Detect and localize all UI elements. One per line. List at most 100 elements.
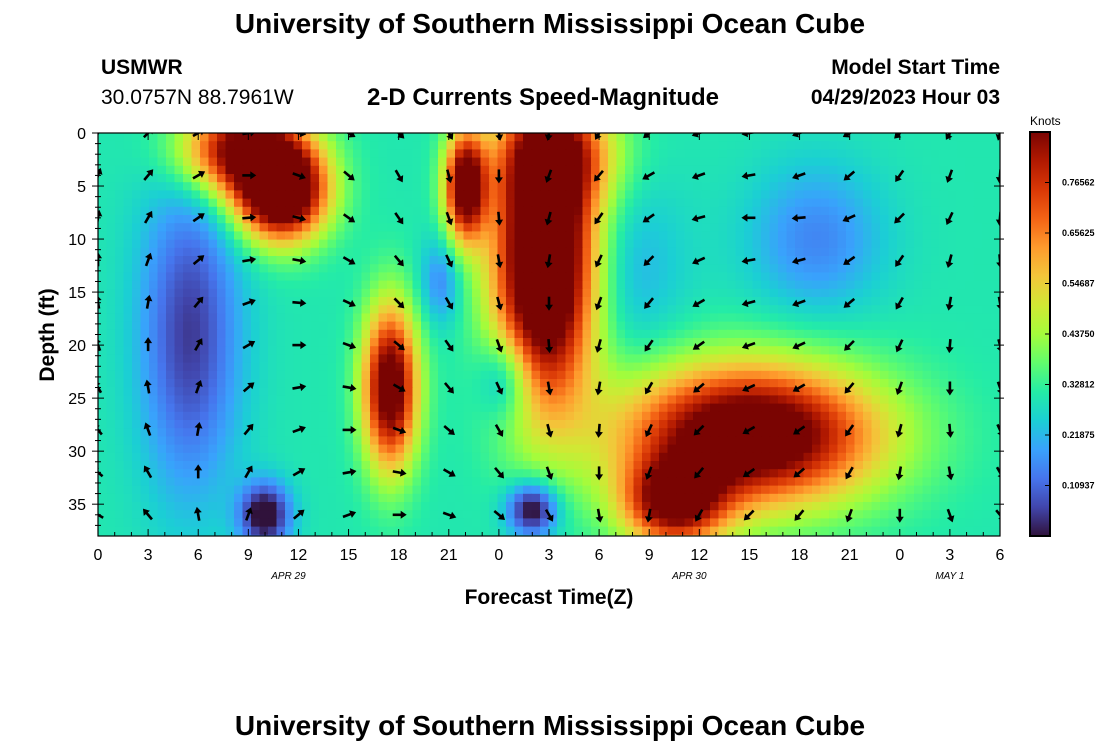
heatmap-cell <box>591 165 601 175</box>
heatmap-cell <box>557 329 567 339</box>
heatmap-cell <box>931 264 941 273</box>
heatmap-cell <box>336 370 346 380</box>
heatmap-cell <box>200 174 210 183</box>
heatmap-cell <box>599 403 609 413</box>
heatmap-cell <box>336 149 346 159</box>
heatmap-cell <box>242 502 252 511</box>
heatmap-cell <box>132 493 142 503</box>
heatmap-cell <box>880 362 890 372</box>
heatmap-cell <box>523 231 533 241</box>
heatmap-cell <box>914 469 924 478</box>
heatmap-cell <box>854 165 864 175</box>
heatmap-cell <box>710 272 720 282</box>
heatmap-cell <box>421 370 431 380</box>
heatmap-cell <box>293 223 303 232</box>
heatmap-cell <box>905 264 915 273</box>
heatmap-cell <box>149 157 159 167</box>
heatmap-cell <box>642 411 652 421</box>
heatmap-cell <box>778 165 788 175</box>
heatmap-cell <box>463 182 473 191</box>
heatmap-cell <box>871 313 881 323</box>
heatmap-cell <box>565 395 575 405</box>
heatmap-cell <box>506 428 516 437</box>
heatmap-cell <box>616 288 626 298</box>
heatmap-cell <box>956 256 966 265</box>
heatmap-cell <box>514 264 524 273</box>
heatmap-cell <box>812 477 822 487</box>
heatmap-cell <box>574 264 584 273</box>
heatmap-cell <box>319 133 329 142</box>
heatmap-cell <box>336 461 346 470</box>
heatmap-cell <box>259 313 269 323</box>
heatmap-cell <box>387 321 397 331</box>
heatmap-cell <box>540 420 550 429</box>
heatmap-cell <box>769 452 779 462</box>
heatmap-cell <box>251 387 261 396</box>
heatmap-cell <box>310 477 320 487</box>
heatmap-cell <box>650 346 660 355</box>
heatmap-cell <box>208 477 218 487</box>
heatmap-cell <box>412 370 422 380</box>
heatmap-cell <box>489 321 499 331</box>
heatmap-cell <box>463 329 473 339</box>
heatmap-cell <box>310 411 320 421</box>
heatmap-cell <box>293 346 303 355</box>
heatmap-cell <box>106 297 116 306</box>
heatmap-cell <box>557 239 567 249</box>
heatmap-cell <box>344 198 354 208</box>
heatmap-cell <box>829 452 839 462</box>
heatmap-cell <box>846 272 856 282</box>
heatmap-cell <box>293 272 303 282</box>
heatmap-cell <box>378 493 388 503</box>
heatmap-cell <box>106 338 116 347</box>
heatmap-cell <box>446 297 456 306</box>
heatmap-cell <box>965 297 975 306</box>
heatmap-cell <box>361 387 371 396</box>
heatmap-cell <box>982 256 992 265</box>
heatmap-cell <box>463 239 473 249</box>
heatmap-cell <box>251 264 261 273</box>
heatmap-cell <box>565 256 575 265</box>
heatmap-cell <box>429 313 439 323</box>
heatmap-cell <box>667 321 677 331</box>
heatmap-cell <box>863 133 873 142</box>
heatmap-cell <box>234 305 244 314</box>
heatmap-cell <box>378 338 388 347</box>
heatmap-cell <box>684 403 694 413</box>
heatmap-cell <box>548 444 558 454</box>
heatmap-cell <box>497 502 507 511</box>
heatmap-cell <box>200 411 210 421</box>
heatmap-cell <box>327 354 337 364</box>
heatmap-cell <box>727 141 737 150</box>
heatmap-cell <box>191 461 201 470</box>
heatmap-cell <box>633 379 643 388</box>
heatmap-cell <box>506 485 516 495</box>
heatmap-cell <box>574 256 584 265</box>
heatmap-cell <box>727 223 737 232</box>
heatmap-cell <box>846 223 856 232</box>
heatmap-cell <box>259 165 269 175</box>
heatmap-cell <box>676 387 686 396</box>
heatmap-cell <box>421 182 431 191</box>
heatmap-cell <box>310 485 320 495</box>
heatmap-cell <box>285 165 295 175</box>
heatmap-cell <box>931 165 941 175</box>
heatmap-cell <box>251 370 261 380</box>
heatmap-cell <box>642 231 652 241</box>
heatmap-cell <box>905 477 915 487</box>
heatmap-cell <box>905 485 915 495</box>
heatmap-cell <box>531 231 541 241</box>
heatmap-cell <box>846 420 856 429</box>
heatmap-cell <box>812 305 822 314</box>
heatmap-cell <box>480 313 490 323</box>
heatmap-cell <box>123 313 133 323</box>
heatmap-cell <box>880 215 890 224</box>
heatmap-cell <box>540 370 550 380</box>
heatmap-cell <box>854 321 864 331</box>
heatmap-cell <box>812 469 822 478</box>
heatmap-cell <box>846 305 856 314</box>
heatmap-cell <box>829 239 839 249</box>
heatmap-cell <box>234 477 244 487</box>
heatmap-cell <box>778 182 788 191</box>
heatmap-cell <box>659 305 669 314</box>
